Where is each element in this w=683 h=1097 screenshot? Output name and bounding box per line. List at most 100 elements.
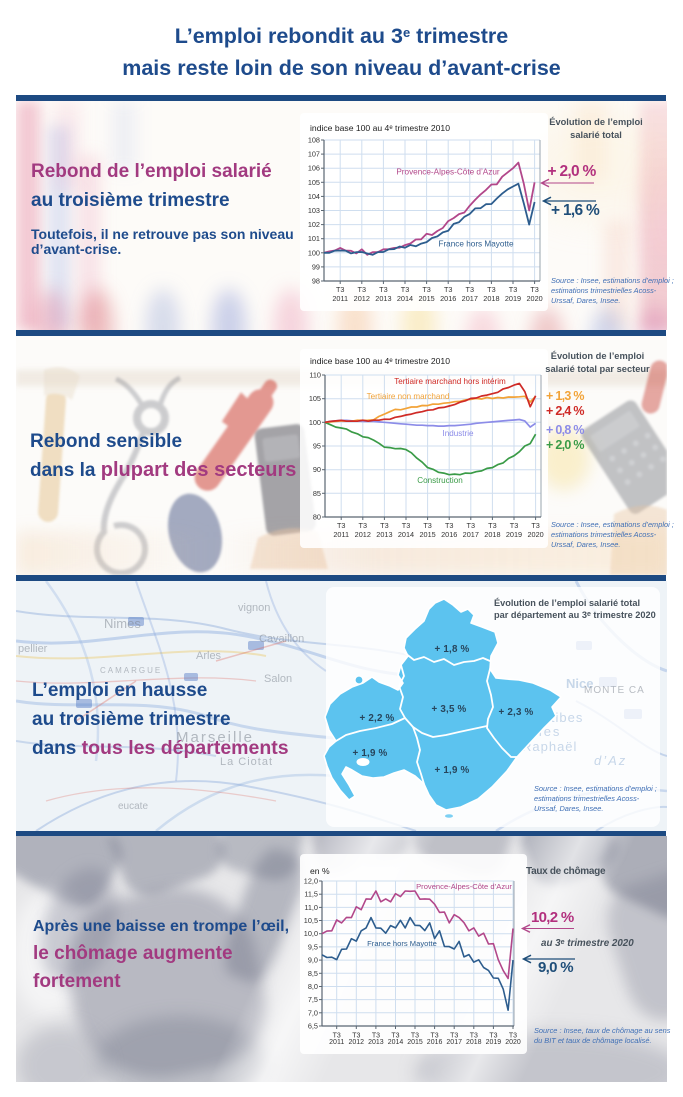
svg-text:Arles: Arles [196,650,222,662]
svg-text:T3: T3 [380,521,389,530]
svg-text:103: 103 [308,206,320,215]
svg-text:80: 80 [313,513,321,522]
svg-text:110: 110 [309,371,321,380]
svg-text:2016: 2016 [440,294,456,303]
svg-text:2011: 2011 [333,530,349,539]
svg-text:T3: T3 [359,521,368,530]
svg-text:Marseille: Marseille [176,729,254,746]
svg-text:T3: T3 [510,521,519,530]
svg-text:2020: 2020 [526,294,542,303]
svg-text:2013: 2013 [375,294,391,303]
svg-text:T3: T3 [423,521,432,530]
svg-text:8,0: 8,0 [308,982,318,991]
svg-text:T3: T3 [352,1033,360,1040]
svg-text:2012: 2012 [354,294,370,303]
svg-text:2015: 2015 [407,1039,423,1046]
svg-text:T3: T3 [379,285,388,294]
svg-text:+ 1,9 %: + 1,9 % [353,748,388,759]
svg-text:100: 100 [309,418,321,427]
svg-text:T3: T3 [402,521,411,530]
svg-text:+ 1,8 %: + 1,8 % [435,644,470,655]
svg-text:2016: 2016 [427,1039,443,1046]
svg-text:T3: T3 [401,285,410,294]
svg-text:Industrie: Industrie [442,429,474,438]
svg-text:9,5: 9,5 [308,942,318,951]
svg-text:T3: T3 [372,1033,380,1040]
svg-text:2011: 2011 [329,1039,344,1046]
svg-text:2018: 2018 [483,294,499,303]
svg-text:2014: 2014 [397,294,413,303]
svg-text:Salon: Salon [264,673,292,685]
svg-text:indice base 100 au 4e trimestr: indice base 100 au 4e trimestre 2010 [310,123,450,133]
svg-text:2018: 2018 [484,530,500,539]
svg-text:en %: en % [310,866,330,876]
svg-text:2017: 2017 [446,1039,462,1046]
svg-text:T3: T3 [509,1033,517,1040]
svg-text:T3: T3 [337,521,346,530]
svg-text:2012: 2012 [349,1039,365,1046]
svg-text:T3: T3 [445,521,454,530]
svg-text:2018: 2018 [466,1039,482,1046]
svg-text:+ 2,2 %: + 2,2 % [360,713,395,724]
svg-text:+ 3,5 %: + 3,5 % [432,704,467,715]
svg-text:2012: 2012 [355,530,371,539]
svg-text:Construction: Construction [417,476,462,485]
svg-text:10,0: 10,0 [304,929,318,938]
svg-text:2013: 2013 [376,530,392,539]
svg-text:+ 2,3 %: + 2,3 % [499,707,534,718]
svg-text:T3: T3 [487,285,496,294]
svg-text:vignon: vignon [238,602,270,614]
svg-text:T3: T3 [531,521,540,530]
svg-text:T3: T3 [530,285,539,294]
svg-text:101: 101 [308,234,320,243]
svg-text:Tertiaire non marchand: Tertiaire non marchand [367,392,450,401]
svg-text:T3: T3 [431,1033,439,1040]
svg-text:T3: T3 [467,521,476,530]
svg-text:2019: 2019 [486,1039,502,1046]
svg-text:La Ciotat: La Ciotat [220,756,273,768]
svg-text:d’Az: d’Az [594,753,627,768]
svg-text:2019: 2019 [506,530,522,539]
svg-text:107: 107 [308,150,320,159]
svg-text:T3: T3 [450,1033,458,1040]
svg-text:7,5: 7,5 [308,995,318,1004]
svg-text:2013: 2013 [368,1039,384,1046]
svg-text:indice base 100 au 4e trimestr: indice base 100 au 4e trimestre 2010 [310,356,450,366]
svg-text:T3: T3 [336,285,345,294]
svg-text:95: 95 [313,442,321,451]
svg-text:T3: T3 [444,285,453,294]
svg-text:2017: 2017 [463,530,479,539]
svg-text:Raphaël: Raphaël [522,739,577,754]
svg-text:9,0: 9,0 [308,956,318,965]
svg-text:2011: 2011 [332,294,348,303]
svg-text:T3: T3 [391,1033,399,1040]
svg-text:7,0: 7,0 [308,1008,318,1017]
svg-text:106: 106 [308,164,320,173]
svg-text:Provence-Alpes-Côte d’Azur: Provence-Alpes-Côte d’Azur [416,882,512,891]
svg-text:Provence-Alpes-Côte d’Azur: Provence-Alpes-Côte d’Azur [396,168,500,177]
svg-text:CAMARGUE: CAMARGUE [100,666,162,675]
svg-text:T3: T3 [470,1033,478,1040]
svg-text:T3: T3 [411,1033,419,1040]
svg-text:10,5: 10,5 [304,916,318,925]
svg-text:2019: 2019 [505,294,521,303]
svg-text:2020: 2020 [505,1039,521,1046]
svg-text:Tertiaire marchand hors intéri: Tertiaire marchand hors intérim [394,377,506,386]
svg-text:2020: 2020 [527,530,543,539]
svg-text:2015: 2015 [418,294,434,303]
svg-text:T3: T3 [422,285,431,294]
svg-text:102: 102 [308,220,320,229]
svg-text:eucate: eucate [118,801,148,812]
svg-text:T3: T3 [509,285,518,294]
svg-text:12,0: 12,0 [304,877,318,886]
svg-text:MONTE CA: MONTE CA [584,685,645,696]
svg-text:2017: 2017 [462,294,478,303]
svg-text:T3: T3 [358,285,367,294]
svg-text:11,5: 11,5 [304,890,318,899]
svg-text:2014: 2014 [398,530,414,539]
svg-text:104: 104 [308,192,320,201]
svg-text:Nice: Nice [566,676,593,691]
svg-text:Cavaillon: Cavaillon [259,633,304,645]
svg-text:T3: T3 [333,1033,341,1040]
svg-text:8,5: 8,5 [308,969,318,978]
